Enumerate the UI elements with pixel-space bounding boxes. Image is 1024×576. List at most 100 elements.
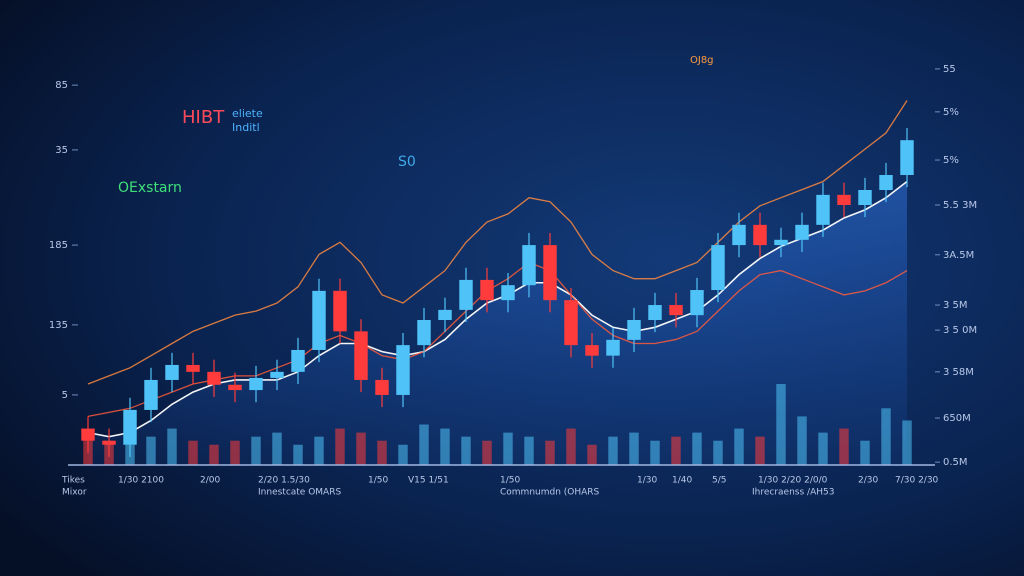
volume-bar — [860, 440, 870, 465]
x-label: Commnumdn (OHARS — [500, 488, 600, 498]
candle-body — [354, 331, 368, 380]
candle-body — [102, 440, 116, 445]
candle-body — [732, 224, 746, 246]
volume-bar — [356, 432, 366, 465]
candle-body — [753, 224, 767, 246]
volume-bar — [167, 428, 177, 465]
candle-body — [669, 305, 683, 316]
candle-body — [543, 245, 557, 301]
y2-tick-label: 3A.5M — [943, 250, 974, 261]
y-tick-label: 35 — [55, 145, 68, 156]
line — [87, 100, 908, 385]
x-label: 7/30 2/30 — [895, 476, 939, 486]
annotation: Inditl — [232, 121, 260, 134]
volume-bar — [776, 384, 786, 465]
candle-body — [816, 194, 830, 225]
volume-bar — [671, 436, 681, 465]
volume-bar — [482, 440, 492, 465]
candle-body — [774, 239, 788, 246]
x-label: 1/50 — [368, 476, 388, 486]
y2-tick-label: 3 58M — [943, 367, 974, 378]
volume-bar — [230, 440, 240, 465]
candle-body — [837, 194, 851, 205]
y2-tick-label: 0.5M — [943, 457, 968, 468]
volume-bar — [377, 440, 387, 465]
y-tick-label: 85 — [55, 80, 68, 91]
y2-tick-label: 3 5 0M — [943, 325, 977, 336]
candle-body — [165, 364, 179, 380]
candle-body — [291, 349, 305, 372]
candle-body — [711, 245, 725, 291]
y2-tick-label: 5% — [943, 155, 959, 166]
volume-bar — [251, 436, 261, 465]
candle-body — [459, 279, 473, 310]
candle-body — [627, 320, 641, 340]
x-label: Tikes — [61, 476, 85, 486]
candle-body — [480, 279, 494, 301]
volume-bar — [587, 444, 597, 465]
x-label: 1/30 2100 — [118, 476, 164, 486]
x-label: 2/00 — [200, 476, 220, 486]
candle-body — [858, 190, 872, 205]
area — [88, 181, 907, 465]
x-label: 1/50 — [500, 476, 520, 486]
volume-bar — [713, 440, 723, 465]
candle-body — [438, 309, 452, 321]
x-label: 1/30 2/20 2/0/0 — [758, 476, 828, 486]
x-label: 2/20 1.5/30 — [258, 476, 310, 486]
y2-tick-label: 3 5M — [943, 300, 968, 311]
candle-body — [501, 285, 515, 301]
candle-body — [228, 384, 242, 391]
candle-body — [186, 364, 200, 372]
volume-bar — [524, 436, 534, 465]
candle-body — [396, 345, 410, 395]
x-label: Ihrecraenss /AH53 — [752, 488, 834, 498]
volume-bar — [650, 440, 660, 465]
volume-bar — [188, 440, 198, 465]
x-label: 5/5 — [712, 476, 726, 486]
annotation: OJ8g — [690, 55, 714, 66]
y2-tick-label: 5.5 3M — [943, 200, 977, 211]
candle-body — [249, 377, 263, 391]
volume-bar — [755, 436, 765, 465]
candle-body — [690, 290, 704, 316]
volume-bar — [503, 432, 513, 465]
candle-body — [312, 290, 326, 350]
x-label: 2/30 — [858, 476, 878, 486]
annotation: eliete — [232, 107, 263, 120]
candle-body — [522, 245, 536, 286]
annotation: OExstarn — [118, 180, 182, 196]
x-label: 1/30 — [637, 476, 657, 486]
y-tick-label: 185 — [49, 240, 68, 251]
volume-bar — [440, 428, 450, 465]
volume-bar — [881, 408, 891, 465]
volume-bar — [545, 440, 555, 465]
volume-bar — [692, 432, 702, 465]
volume-bar — [608, 436, 618, 465]
y-tick-label: 135 — [49, 320, 68, 331]
candle-body — [123, 409, 137, 445]
candle-body — [333, 290, 347, 332]
volume-bar — [272, 432, 282, 465]
volume-bar — [461, 436, 471, 465]
volume-bar — [566, 428, 576, 465]
volume-bar — [797, 416, 807, 465]
x-label: 1/40 — [672, 476, 692, 486]
volume-bar — [902, 420, 912, 465]
candle-body — [417, 320, 431, 346]
annotation: HIBT — [182, 107, 225, 128]
candle-body — [879, 175, 893, 191]
line — [87, 180, 908, 438]
candle-body — [585, 345, 599, 356]
candle-body — [795, 224, 809, 240]
x-label: V15 1/51 — [408, 476, 449, 486]
x-label: Mixor — [62, 488, 87, 498]
volume-bar — [398, 444, 408, 465]
volume-bar — [419, 424, 429, 465]
candle-body — [207, 371, 221, 385]
candle-body — [606, 339, 620, 356]
volume-bar — [734, 428, 744, 465]
volume-bar — [146, 436, 156, 465]
